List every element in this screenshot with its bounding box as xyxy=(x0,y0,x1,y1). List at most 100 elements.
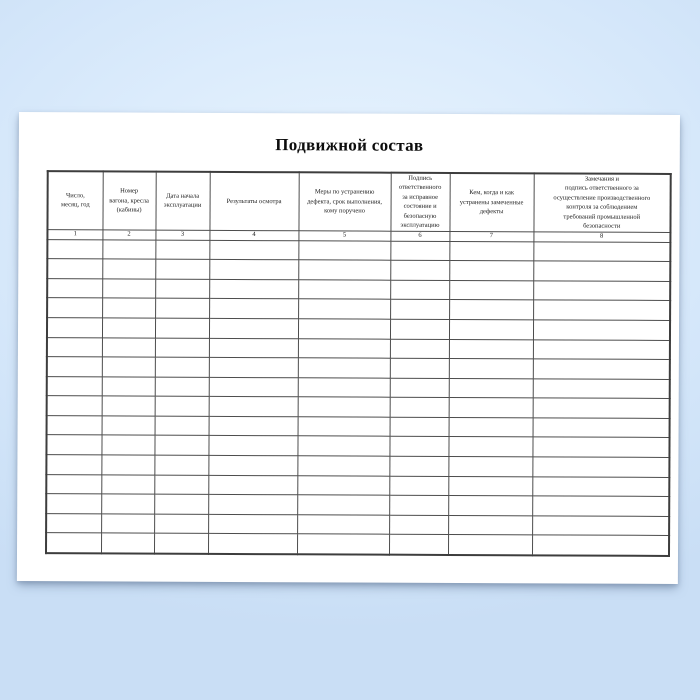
empty-cell xyxy=(532,417,670,438)
empty-cell xyxy=(389,358,449,379)
empty-cell xyxy=(154,455,209,476)
empty-cell xyxy=(154,337,209,358)
table-header-row: Число, месяц, год Номер вагона, кресла (к… xyxy=(47,171,671,232)
empty-cell xyxy=(155,278,210,299)
empty-cell xyxy=(449,260,534,281)
empty-cell xyxy=(297,338,390,359)
column-number-7: 7 xyxy=(449,230,534,242)
empty-cell xyxy=(45,533,102,554)
empty-cell xyxy=(46,376,102,397)
column-number-6: 6 xyxy=(390,230,450,241)
empty-cell xyxy=(47,258,103,279)
empty-cell xyxy=(532,378,670,399)
column-number-5: 5 xyxy=(298,230,391,241)
empty-cell xyxy=(101,435,155,456)
empty-cell xyxy=(208,318,299,339)
empty-cell xyxy=(101,337,155,358)
column-number-8: 8 xyxy=(533,231,671,242)
empty-cell xyxy=(448,397,533,418)
empty-cell xyxy=(533,280,671,301)
empty-cell xyxy=(154,435,209,456)
empty-cell xyxy=(389,495,449,516)
page-title: Подвижной состав xyxy=(275,135,424,155)
empty-cell xyxy=(389,338,449,359)
empty-cell xyxy=(448,515,533,536)
empty-cell xyxy=(208,494,298,515)
empty-cell xyxy=(46,435,102,455)
empty-cell xyxy=(532,358,670,380)
empty-cell xyxy=(209,298,299,319)
column-header-4: Результаты осмотра xyxy=(209,171,299,231)
column-number-3: 3 xyxy=(155,229,210,240)
empty-cell xyxy=(154,513,209,534)
empty-cell xyxy=(154,318,210,338)
empty-cell xyxy=(298,240,391,261)
empty-cell xyxy=(448,476,533,497)
table-row xyxy=(45,533,670,556)
empty-cell xyxy=(208,514,298,535)
empty-cell xyxy=(154,415,209,436)
empty-cell xyxy=(533,241,671,262)
empty-cell xyxy=(153,533,209,554)
empty-cell xyxy=(531,535,670,556)
empty-cell xyxy=(297,514,390,535)
empty-cell xyxy=(448,436,533,457)
empty-cell xyxy=(102,298,156,319)
empty-cell xyxy=(46,337,102,357)
empty-cell xyxy=(101,396,155,416)
empty-cell xyxy=(297,397,390,418)
empty-cell xyxy=(448,378,533,399)
empty-cell xyxy=(47,239,103,260)
column-header-5: Меры по устранению дефекта, срок выполне… xyxy=(298,172,391,231)
empty-cell xyxy=(101,474,155,495)
empty-cell xyxy=(448,338,533,359)
empty-cell xyxy=(46,356,102,377)
empty-cell xyxy=(532,456,670,478)
empty-cell xyxy=(390,279,450,300)
empty-cell xyxy=(390,240,450,261)
empty-cell xyxy=(208,396,298,417)
empty-cell xyxy=(154,376,209,397)
empty-cell xyxy=(101,513,155,534)
empty-cell xyxy=(101,494,155,514)
empty-cell xyxy=(298,279,391,300)
empty-cell xyxy=(448,495,533,516)
empty-cell xyxy=(448,319,534,340)
empty-cell xyxy=(46,395,102,416)
empty-cell xyxy=(101,415,155,436)
empty-cell xyxy=(298,299,391,320)
empty-cell xyxy=(389,377,449,398)
empty-cell xyxy=(102,239,156,260)
empty-cell xyxy=(388,534,449,555)
empty-cell xyxy=(46,415,102,436)
empty-cell xyxy=(532,319,671,340)
empty-cell xyxy=(532,476,670,497)
empty-cell xyxy=(208,357,298,378)
empty-cell xyxy=(155,239,210,260)
empty-cell xyxy=(532,339,670,360)
empty-cell xyxy=(449,299,534,320)
column-number-4: 4 xyxy=(209,229,299,241)
empty-cell xyxy=(46,513,102,534)
empty-cell xyxy=(207,533,298,555)
empty-cell xyxy=(389,319,450,339)
column-number-2: 2 xyxy=(102,229,156,240)
empty-cell xyxy=(100,533,155,554)
empty-cell xyxy=(101,454,155,475)
empty-cell xyxy=(102,278,156,299)
column-number-1: 1 xyxy=(47,229,103,240)
empty-cell xyxy=(209,279,299,300)
empty-cell xyxy=(532,398,670,419)
empty-cell xyxy=(389,515,449,535)
empty-cell xyxy=(154,396,209,417)
empty-cell xyxy=(389,397,449,418)
empty-cell xyxy=(208,455,298,476)
empty-cell xyxy=(209,239,299,260)
empty-cell xyxy=(47,278,103,299)
empty-cell xyxy=(297,416,390,437)
empty-cell xyxy=(46,474,102,495)
rolling-stock-table: Число, месяц, год Номер вагона, кресла (к… xyxy=(44,170,672,557)
column-header-7: Кем, когда и как устранены замеченные де… xyxy=(449,172,534,232)
empty-cell xyxy=(155,259,210,280)
column-header-3: Дата начала эксплуатации xyxy=(155,171,210,230)
